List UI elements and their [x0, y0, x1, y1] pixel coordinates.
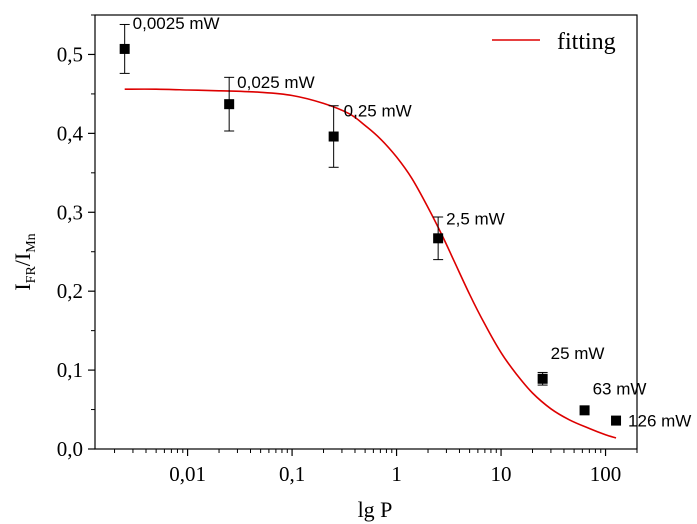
fitting-curve [124, 88, 617, 439]
point-labels-layer: 0,0025 mW 0,025 mW 0,25 mW 2,5 mW 25 mW 63 mW… [133, 14, 692, 431]
data-point [611, 415, 622, 426]
y-tick-label: 0,1 [57, 358, 83, 382]
data-point [433, 233, 444, 244]
data-point [579, 405, 590, 416]
x-axis-ticks: 0,01 0,1 1 10 100 [114, 449, 638, 486]
y-axis-ticks: 0,0 0,1 0,2 0,3 0,4 0,5 [57, 14, 95, 461]
data-point [328, 131, 339, 142]
y-tick-label: 0,4 [57, 121, 84, 145]
x-axis-title: lg P [358, 497, 393, 522]
y-tick-label: 0,3 [57, 200, 83, 224]
y-tick-label: 0,2 [57, 279, 83, 303]
fitting-curve-layer [124, 88, 617, 439]
y-tick-label: 0,0 [57, 437, 83, 461]
legend-fitting-label: fitting [557, 29, 616, 55]
x-tick-label: 100 [590, 462, 622, 486]
x-tick-label: 10 [491, 462, 512, 486]
plot-area-border [94, 14, 638, 450]
y-tick-label: 0,5 [57, 42, 83, 66]
data-points-layer [119, 23, 622, 426]
x-tick-label: 1 [391, 462, 402, 486]
legend: fitting [492, 29, 616, 55]
data-point [119, 43, 130, 54]
x-tick-label: 0,1 [279, 462, 305, 486]
x-tick-label: 0,01 [169, 462, 206, 486]
plot-frame [94, 14, 638, 450]
data-point-label: 2,5 mW [446, 209, 505, 228]
data-point-label: 25 mW [551, 344, 605, 363]
data-point-label: 0,0025 mW [133, 14, 220, 33]
data-point-label: 0,25 mW [344, 102, 412, 121]
y-axis-title: IFR/IMn [10, 233, 39, 290]
data-point-label: 126 mW [628, 412, 691, 431]
data-point-label: 63 mW [593, 379, 647, 398]
data-point [224, 99, 235, 110]
data-point [537, 373, 548, 384]
data-point-label: 0,025 mW [237, 73, 314, 92]
